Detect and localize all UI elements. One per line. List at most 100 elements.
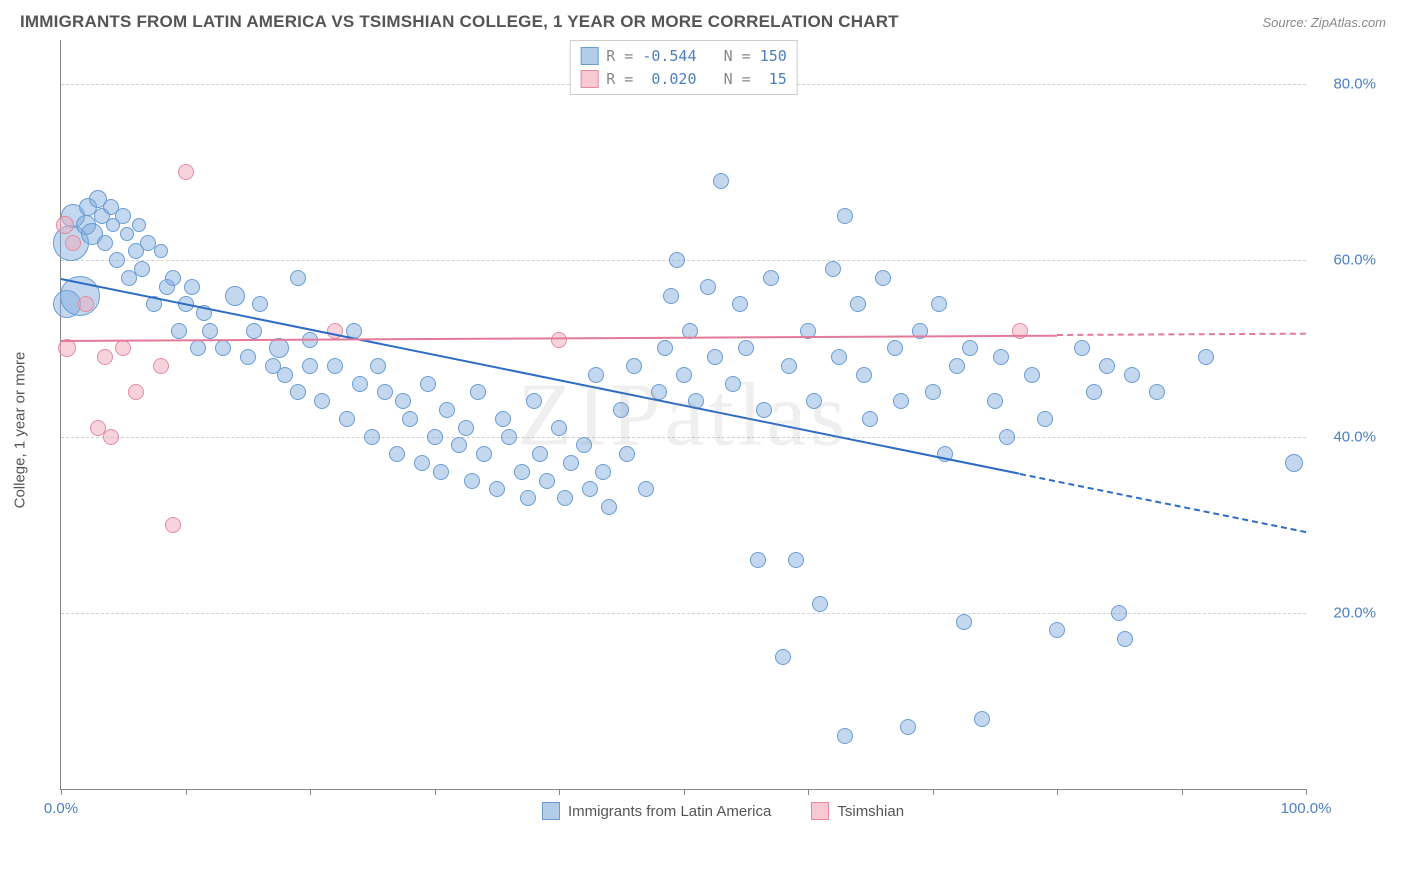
- series-legend: Immigrants from Latin America Tsimshian: [60, 802, 1386, 820]
- data-point: [663, 288, 679, 304]
- data-point: [184, 279, 200, 295]
- data-point: [277, 367, 293, 383]
- data-point: [862, 411, 878, 427]
- data-point: [962, 340, 978, 356]
- data-point: [750, 552, 766, 568]
- data-point: [713, 173, 729, 189]
- data-point: [476, 446, 492, 462]
- x-tick: [310, 789, 311, 795]
- data-point: [931, 296, 947, 312]
- data-point: [427, 429, 443, 445]
- data-point: [134, 261, 150, 277]
- data-point: [1285, 454, 1303, 472]
- x-tick: [186, 789, 187, 795]
- data-point: [1049, 622, 1065, 638]
- data-point: [925, 384, 941, 400]
- legend-label: Tsimshian: [837, 803, 904, 820]
- data-point: [65, 235, 81, 251]
- plot-region: R = -0.544 N = 150R = 0.020 N = 15 ZIPat…: [60, 40, 1306, 790]
- data-point: [327, 358, 343, 374]
- data-point: [551, 420, 567, 436]
- data-point: [532, 446, 548, 462]
- data-point: [352, 376, 368, 392]
- data-point: [514, 464, 530, 480]
- data-point: [395, 393, 411, 409]
- data-point: [451, 437, 467, 453]
- data-point: [246, 323, 262, 339]
- x-tick: [61, 789, 62, 795]
- data-point: [756, 402, 772, 418]
- data-point: [402, 411, 418, 427]
- data-point: [725, 376, 741, 392]
- data-point: [314, 393, 330, 409]
- data-point: [999, 429, 1015, 445]
- data-point: [539, 473, 555, 489]
- data-point: [339, 411, 355, 427]
- data-point: [269, 338, 289, 358]
- data-point: [458, 420, 474, 436]
- data-point: [563, 455, 579, 471]
- data-point: [1037, 411, 1053, 427]
- x-tick: [684, 789, 685, 795]
- data-point: [132, 218, 146, 232]
- data-point: [956, 614, 972, 630]
- data-point: [464, 473, 480, 489]
- data-point: [551, 332, 567, 348]
- data-point: [763, 270, 779, 286]
- data-point: [433, 464, 449, 480]
- data-point: [1198, 349, 1214, 365]
- data-point: [58, 339, 76, 357]
- data-point: [1149, 384, 1165, 400]
- data-point: [414, 455, 430, 471]
- data-point: [732, 296, 748, 312]
- data-point: [370, 358, 386, 374]
- legend-swatch: [542, 802, 560, 820]
- data-point: [252, 296, 268, 312]
- data-point: [526, 393, 542, 409]
- trendline-extrapolated: [1019, 473, 1306, 533]
- data-point: [707, 349, 723, 365]
- data-point: [588, 367, 604, 383]
- data-point: [1024, 367, 1040, 383]
- data-point: [987, 393, 1003, 409]
- x-tick: [933, 789, 934, 795]
- data-point: [657, 340, 673, 356]
- y-axis-label: College, 1 year or more: [12, 352, 29, 509]
- data-point: [557, 490, 573, 506]
- data-point: [439, 402, 455, 418]
- data-point: [1074, 340, 1090, 356]
- x-tick: [435, 789, 436, 795]
- data-point: [290, 384, 306, 400]
- data-point: [420, 376, 436, 392]
- data-point: [165, 270, 181, 286]
- data-point: [178, 164, 194, 180]
- data-point: [56, 216, 74, 234]
- legend-r-text: R = -0.544 N = 150: [606, 45, 787, 68]
- data-point: [215, 340, 231, 356]
- data-point: [1099, 358, 1115, 374]
- data-point: [302, 358, 318, 374]
- data-point: [856, 367, 872, 383]
- data-point: [78, 296, 94, 312]
- chart-title: IMMIGRANTS FROM LATIN AMERICA VS TSIMSHI…: [20, 12, 899, 32]
- data-point: [601, 499, 617, 515]
- data-point: [576, 437, 592, 453]
- data-point: [812, 596, 828, 612]
- x-tick: [1306, 789, 1307, 795]
- legend-row: R = 0.020 N = 15: [580, 68, 787, 91]
- legend-label: Immigrants from Latin America: [568, 803, 771, 820]
- trendline-extrapolated: [1057, 333, 1306, 336]
- data-point: [115, 340, 131, 356]
- data-point: [153, 358, 169, 374]
- data-point: [974, 711, 990, 727]
- data-point: [377, 384, 393, 400]
- data-point: [993, 349, 1009, 365]
- data-point: [389, 446, 405, 462]
- data-point: [900, 719, 916, 735]
- data-point: [128, 384, 144, 400]
- data-point: [115, 208, 131, 224]
- data-point: [738, 340, 754, 356]
- y-tick-label: 80.0%: [1333, 76, 1376, 93]
- data-point: [1117, 631, 1133, 647]
- legend-r-text: R = 0.020 N = 15: [606, 68, 787, 91]
